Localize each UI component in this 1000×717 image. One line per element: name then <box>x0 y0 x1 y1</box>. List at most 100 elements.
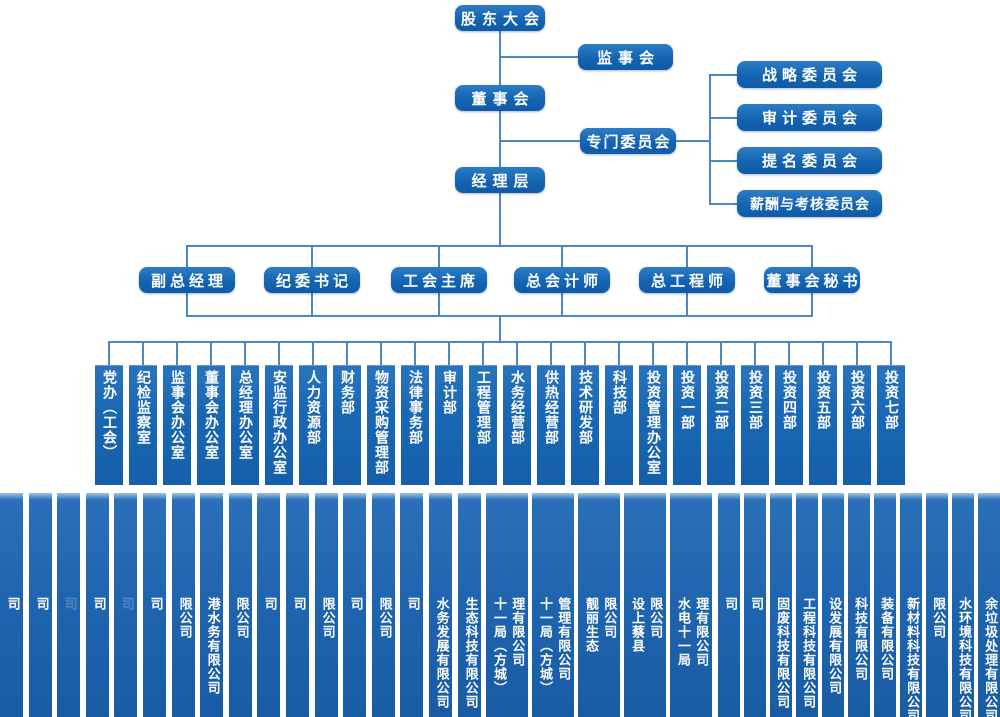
department-label: 投资管理办公室 <box>645 370 661 475</box>
company-label: 限公司 <box>172 597 195 639</box>
connector-line <box>709 160 737 162</box>
org-node-management-layer: 经理层 <box>455 167 545 193</box>
connector-line <box>788 341 790 365</box>
connector-line <box>856 341 858 365</box>
company-bar: 生态科技有限公司 <box>458 493 481 717</box>
department-label: 监事会办公室 <box>169 370 185 460</box>
company-label-column: 科技有限公司 <box>852 597 868 681</box>
company-bar: 限公司 <box>172 493 195 717</box>
company-label: 司 <box>286 597 309 611</box>
committee-box: 审计委员会 <box>737 104 882 131</box>
company-label: 水务发展有限公司 <box>429 597 452 709</box>
company-bar: 司 <box>0 493 23 717</box>
department-bar: 投资一部 <box>673 365 701 485</box>
company-label: 限公司 <box>229 597 252 639</box>
department-bar: 投资五部 <box>809 365 837 485</box>
executive-box: 纪委书记 <box>264 267 360 293</box>
company-bar: 司 <box>257 493 280 717</box>
committee-box: 战略委员会 <box>737 61 882 88</box>
company-label-column: 设发展有限公司 <box>826 597 842 695</box>
company-label: 科技有限公司 <box>848 597 870 681</box>
company-label-column: 余垃圾处理有限公司 <box>982 597 998 717</box>
connector-line <box>312 341 314 365</box>
company-bar: 限公司 <box>229 493 252 717</box>
company-label-column: 司 <box>261 597 277 611</box>
department-label: 投资四部 <box>781 370 797 430</box>
company-bar: 司 <box>29 493 52 717</box>
company-bar: 水务发展有限公司 <box>429 493 452 717</box>
department-bar: 水务经营部 <box>503 365 531 485</box>
connector-line <box>186 245 813 247</box>
company-label-column: 十一局（方城） <box>491 597 506 695</box>
company-label: 管理有限公司 十一局（方城） <box>532 597 574 695</box>
department-bar: 物资采购管理部 <box>367 365 395 485</box>
executive-box: 工会主席 <box>391 267 487 293</box>
department-bar: 党办（工会） <box>95 365 123 485</box>
company-label: 工程科技有限公司 <box>796 597 818 709</box>
connector-line <box>346 341 348 365</box>
connector-line <box>652 341 654 365</box>
connector-line <box>499 315 501 342</box>
connector-line <box>822 341 824 365</box>
department-label: 投资五部 <box>815 370 831 430</box>
company-label: 装备有限公司 <box>874 597 896 681</box>
connector-line <box>720 341 722 365</box>
company-label-column: 限公司 <box>601 597 617 639</box>
company-bar: 限公司 <box>926 493 948 717</box>
connector-line <box>709 203 737 205</box>
department-bar: 科技部 <box>605 365 633 485</box>
company-label: 司 <box>114 597 137 611</box>
company-label-column: 限公司 <box>647 597 663 639</box>
department-label: 工程管理部 <box>475 370 491 445</box>
company-label-column: 装备有限公司 <box>878 597 894 681</box>
company-label-column: 水环境科技有限公司 <box>956 597 972 717</box>
company-bar: 司 <box>718 493 740 717</box>
committee-box: 提名委员会 <box>737 147 882 174</box>
company-bar: 司 <box>400 493 423 717</box>
connector-line <box>584 341 586 365</box>
company-label-column: 管理有限公司 <box>555 597 571 681</box>
connector-line <box>754 341 756 365</box>
department-bar: 董事会办公室 <box>197 365 225 485</box>
company-label-column: 限公司 <box>930 597 946 639</box>
department-label: 人力资源部 <box>305 370 321 445</box>
connector-line <box>500 140 580 142</box>
department-label: 投资二部 <box>713 370 729 430</box>
department-bar: 总经理办公室 <box>231 365 259 485</box>
company-bar: 工程科技有限公司 <box>796 493 818 717</box>
executive-box: 董事会秘书 <box>764 267 860 293</box>
company-label: 水环境科技有限公司 <box>952 597 974 717</box>
company-label-column: 司 <box>748 597 764 611</box>
department-label: 水务经营部 <box>509 370 525 445</box>
company-label-column: 新材料科技有限公司 <box>904 597 920 717</box>
connector-line <box>499 193 501 245</box>
connector-line <box>686 341 688 365</box>
connector-line <box>380 341 382 365</box>
connector-line <box>414 341 416 365</box>
company-bar: 司 <box>143 493 166 717</box>
company-label-column: 司 <box>4 597 20 611</box>
company-label-column: 工程科技有限公司 <box>800 597 816 709</box>
company-label-column: 司 <box>347 597 363 611</box>
connector-line <box>500 56 578 58</box>
connector-line <box>676 140 710 142</box>
company-bar: 设发展有限公司 <box>822 493 844 717</box>
department-bar: 财务部 <box>333 365 361 485</box>
company-bar: 理有限公司 水电十一局 <box>670 493 712 717</box>
connector-line <box>499 31 501 85</box>
company-label: 司 <box>257 597 280 611</box>
company-bar: 管理有限公司 十一局（方城） <box>532 493 574 717</box>
connector-line <box>709 117 737 119</box>
connector-line <box>278 341 280 365</box>
department-label: 安监行政办公室 <box>271 370 287 475</box>
connector-line <box>176 341 178 365</box>
company-label: 限公司 <box>315 597 338 639</box>
company-label-column: 司 <box>404 597 420 611</box>
department-bar: 投资六部 <box>843 365 871 485</box>
department-bar: 投资四部 <box>775 365 803 485</box>
company-bar: 装备有限公司 <box>874 493 896 717</box>
department-bar: 工程管理部 <box>469 365 497 485</box>
connector-line <box>142 341 144 365</box>
company-label-column: 司 <box>722 597 738 611</box>
company-bar: 固废科技有限公司 <box>770 493 792 717</box>
